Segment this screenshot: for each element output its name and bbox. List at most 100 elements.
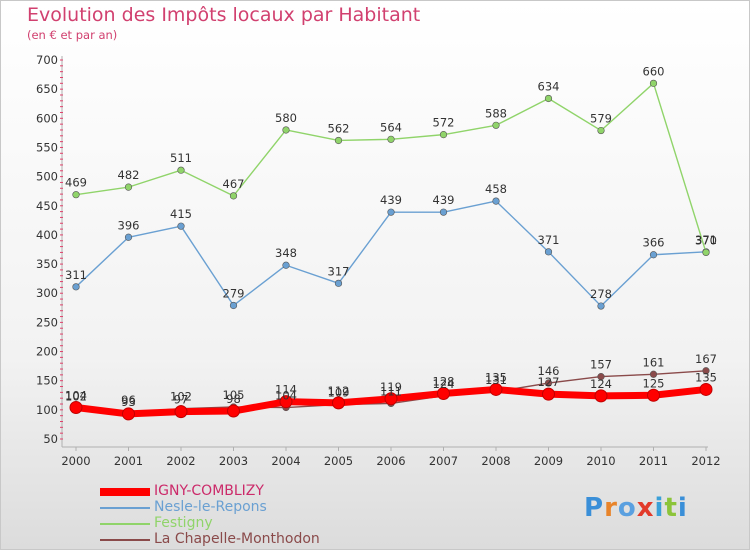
data-point-nesle-le-repons: [229, 301, 238, 310]
x-tick-label: 2003: [219, 454, 248, 468]
data-label-nesle-le-repons: 439: [433, 193, 455, 207]
data-label-la-chapelle-monthodon: 105: [223, 388, 245, 402]
data-point-nesle-le-repons: [597, 302, 605, 310]
data-label-nesle-le-repons: 348: [275, 246, 297, 260]
data-point-igny-comblizy: [647, 388, 660, 402]
data-point-la-chapelle-monthodon: [702, 367, 710, 375]
data-label-igny-comblizy: 93: [121, 395, 136, 409]
data-label-igny-comblizy: 119: [380, 380, 402, 394]
data-point-igny-comblizy: [332, 396, 345, 410]
y-tick-label: 500: [36, 170, 58, 184]
data-label-la-chapelle-monthodon: 102: [170, 390, 192, 404]
x-tick-label: 2004: [271, 454, 300, 468]
data-point-igny-comblizy: [174, 405, 188, 419]
data-point-igny-comblizy: [594, 389, 608, 403]
y-tick-label: 550: [36, 140, 58, 154]
data-label-festigny: 467: [223, 177, 245, 191]
data-point-nesle-le-repons: [334, 279, 343, 287]
legend-label-la-chapelle-monthodon: La Chapelle-Monthodon: [154, 531, 320, 547]
data-point-festigny: [334, 136, 343, 145]
logo-letter: r: [604, 493, 618, 523]
y-tick-label: 450: [36, 199, 58, 213]
data-point-nesle-le-repons: [649, 251, 658, 259]
data-point-nesle-le-repons: [492, 197, 500, 205]
data-point-festigny: [544, 94, 553, 103]
data-label-la-chapelle-monthodon: 109: [328, 386, 350, 400]
x-tick-label: 2002: [166, 454, 195, 468]
x-tick-label: 2007: [429, 454, 458, 468]
data-label-festigny: 634: [538, 79, 560, 93]
logo-letter: x: [636, 493, 655, 523]
legend-label-festigny: Festigny: [154, 515, 213, 531]
data-point-igny-comblizy: [384, 392, 398, 406]
data-point-igny-comblizy: [489, 382, 503, 396]
data-label-igny-comblizy: 135: [485, 370, 507, 384]
data-point-festigny: [229, 192, 238, 200]
x-tick-label: 2000: [61, 454, 90, 468]
data-point-igny-comblizy: [542, 387, 555, 401]
x-tick-label: 2010: [586, 454, 615, 468]
data-point-igny-comblizy: [437, 387, 450, 401]
data-label-la-chapelle-monthodon: 124: [433, 377, 455, 391]
data-label-igny-comblizy: 98: [226, 392, 241, 406]
data-label-la-chapelle-monthodon: 146: [538, 364, 560, 378]
chart-title: Evolution des Impôts locaux par Habitant: [27, 4, 421, 26]
data-point-nesle-le-repons: [282, 261, 290, 269]
data-point-nesle-le-repons: [124, 233, 133, 241]
data-label-la-chapelle-monthodon: 131: [485, 373, 507, 387]
data-label-la-chapelle-monthodon: 111: [380, 384, 402, 398]
series-line-festigny: [75, 82, 707, 254]
logo-letter: i: [677, 493, 688, 523]
data-label-nesle-le-repons: 311: [65, 268, 87, 282]
y-tick-label: 50: [43, 432, 58, 446]
data-label-igny-comblizy: 125: [643, 376, 665, 390]
data-point-festigny: [702, 248, 710, 257]
data-label-nesle-le-repons: 278: [590, 287, 612, 301]
data-label-la-chapelle-monthodon: 161: [643, 355, 665, 369]
data-point-festigny: [597, 126, 605, 135]
data-point-igny-comblizy: [227, 404, 240, 418]
data-label-nesle-le-repons: 396: [118, 218, 140, 232]
data-point-festigny: [387, 135, 395, 143]
legend-label-igny-comblizy: IGNY-COMBLIZY: [154, 483, 264, 499]
y-tick-label: 100: [36, 403, 58, 417]
y-tick-label: 400: [36, 228, 58, 242]
y-tick-label: 250: [36, 315, 58, 329]
data-point-festigny: [177, 166, 185, 174]
data-label-nesle-le-repons: 371: [538, 233, 560, 247]
data-label-la-chapelle-monthodon: 104: [275, 389, 297, 403]
x-tick-label: 2012: [691, 454, 720, 468]
data-label-la-chapelle-monthodon: 96: [121, 393, 136, 407]
data-point-nesle-le-repons: [72, 283, 80, 291]
data-label-igny-comblizy: 127: [538, 375, 560, 389]
data-point-festigny: [649, 79, 658, 87]
data-label-nesle-le-repons: 279: [223, 286, 245, 300]
data-label-nesle-le-repons: 439: [380, 193, 402, 207]
data-point-nesle-le-repons: [544, 248, 553, 256]
logo-letter: o: [617, 493, 637, 523]
data-label-nesle-le-repons: 371: [695, 233, 717, 247]
data-label-festigny: 562: [328, 121, 350, 135]
data-point-nesle-le-repons: [177, 222, 185, 230]
data-point-igny-comblizy: [122, 407, 135, 421]
data-point-igny-comblizy: [699, 382, 713, 396]
data-label-nesle-le-repons: 415: [170, 207, 192, 221]
data-point-festigny: [124, 183, 133, 191]
data-label-nesle-le-repons: 317: [328, 264, 350, 278]
x-tick-label: 2006: [376, 454, 405, 468]
data-label-festigny: 588: [485, 106, 507, 120]
data-label-la-chapelle-monthodon: 102: [65, 390, 87, 404]
data-label-nesle-le-repons: 366: [643, 236, 665, 250]
data-label-igny-comblizy: 104: [65, 389, 87, 403]
x-tick-label: 2011: [639, 454, 668, 468]
data-label-la-chapelle-monthodon: 167: [695, 352, 717, 366]
x-tick-label: 2009: [534, 454, 563, 468]
data-label-igny-comblizy: 128: [433, 375, 455, 389]
logo-letter: P: [584, 493, 605, 523]
data-point-festigny: [492, 121, 500, 129]
data-label-festigny: 469: [65, 176, 87, 190]
data-label-festigny: 370: [695, 233, 717, 247]
data-label-igny-comblizy: 135: [695, 370, 717, 384]
